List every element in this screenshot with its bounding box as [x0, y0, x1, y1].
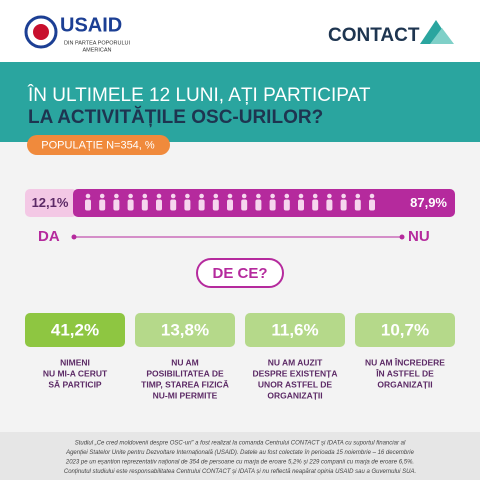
person-head [355, 193, 361, 199]
person-head [270, 193, 275, 199]
person-head [128, 193, 133, 199]
person-head [213, 193, 219, 199]
reason-value-box [245, 313, 345, 347]
person-head [341, 193, 346, 199]
person-head [185, 193, 190, 199]
question-line: LA ACTIVITĂȚILE OSC-URILOR? [28, 106, 323, 128]
person-head [227, 193, 233, 199]
person-body [85, 199, 91, 211]
person-body [340, 199, 347, 211]
person-body [312, 199, 319, 211]
reason-value: 13,8% [161, 320, 209, 339]
people-icons [85, 193, 375, 211]
person-body [354, 199, 361, 211]
person-head [85, 193, 91, 199]
reason-value: 11,6% [271, 320, 318, 339]
person-body [326, 199, 333, 211]
connector-dot [71, 234, 77, 240]
person-body [298, 199, 304, 211]
reason-value: 41,2% [51, 320, 99, 339]
reason-text: SĂ PARTICIP [48, 379, 102, 389]
population-pill [27, 135, 170, 155]
person-body [113, 199, 120, 211]
reason-value-box [135, 313, 235, 347]
person-body [127, 199, 134, 211]
person-body [198, 199, 205, 211]
reason-text: POSIBILITATEA DE [146, 368, 224, 378]
reason-text: NU AM ÎNCREDERE [365, 356, 445, 367]
reason-text: ORGANIZAȚII [267, 390, 322, 400]
reasons-pill [196, 258, 284, 288]
person-head [114, 193, 119, 199]
question-line: ÎN ULTIMELE 12 LUNI, AȚI PARTICIPAT [27, 84, 371, 106]
reason-text: NU AM AUZIT [268, 357, 323, 367]
contact-logo: CONTACT [328, 25, 420, 46]
person-head [284, 193, 290, 199]
reason-value: 10,7% [381, 320, 429, 339]
person-body [227, 199, 233, 211]
header-bg [0, 0, 480, 62]
reason-text: NIMENI [60, 357, 90, 367]
person-head [241, 193, 247, 199]
person-body [212, 199, 219, 211]
person-body [255, 199, 262, 211]
reason-text: ORGANIZAȚII [377, 379, 432, 389]
person-body [269, 199, 276, 211]
person-head [298, 193, 304, 199]
person-body [170, 199, 177, 211]
person-head [156, 193, 162, 199]
reasons-title: DE CE? [212, 265, 267, 282]
person-body [283, 199, 290, 211]
no-label: NU [408, 228, 430, 245]
footer-line: Agenției Statelor Unite pentru Dezvoltar… [65, 450, 415, 456]
person-body [156, 199, 162, 211]
reason-value-box [355, 313, 455, 347]
yes-segment [25, 189, 77, 217]
person-body [141, 199, 148, 211]
yes-label: DA [38, 228, 60, 245]
reason-text: NU MI-A CERUT [43, 368, 108, 378]
person-body [369, 199, 375, 211]
reason-text: NU AM [171, 357, 199, 367]
population-label: POPULAȚIE N=354, % [41, 139, 155, 151]
yes-value: 12,1% [32, 195, 69, 210]
person-head [327, 193, 332, 199]
reason-text: NU-MI PERMITE [153, 390, 218, 400]
question-band [0, 62, 480, 142]
person-body [99, 199, 106, 211]
person-body [184, 199, 191, 211]
person-body [241, 199, 248, 211]
person-head [99, 193, 105, 199]
person-head [199, 193, 204, 199]
person-head [369, 193, 375, 199]
usaid-logo: USAID [60, 14, 122, 36]
footer: Studiul „Ce cred moldovenii despre OSC-u… [64, 441, 416, 476]
person-head [312, 193, 318, 199]
reason-value-box [25, 313, 125, 347]
person-head [256, 193, 261, 199]
reason-text: TIMP, STAREA FIZICĂ [141, 379, 229, 389]
usaid-tagline: DIN PARTEA POPORULUI [64, 40, 131, 46]
reason-text: ÎN ASTFEL DE [375, 367, 434, 378]
reason-text: DESPRE EXISTENȚA [252, 368, 337, 378]
person-head [142, 193, 148, 199]
footer-line: Conținutul studiului este responsabilita… [64, 469, 416, 475]
person-head [170, 193, 176, 199]
footer-bg [0, 432, 480, 480]
footer-line: Studiul „Ce cred moldovenii despre OSC-u… [75, 441, 406, 447]
usaid-tagline: AMERICAN [82, 47, 111, 53]
footer-line: 2023 pe un eșantion reprezentativ națion… [65, 460, 414, 466]
reason-text: UNOR ASTFEL DE [258, 379, 332, 389]
contact-logo-mark [430, 28, 454, 44]
no-value: 87,9% [410, 195, 447, 210]
connector-dot [399, 234, 405, 240]
usaid-seal-inner [33, 24, 49, 40]
